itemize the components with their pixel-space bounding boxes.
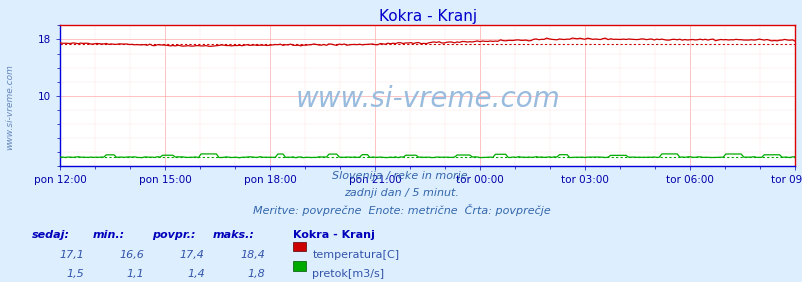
Text: 17,1: 17,1: [59, 250, 84, 259]
Text: 1,1: 1,1: [127, 269, 144, 279]
Text: Slovenija / reke in morje.: Slovenija / reke in morje.: [331, 171, 471, 180]
Text: maks.:: maks.:: [213, 230, 254, 240]
Text: 16,6: 16,6: [119, 250, 144, 259]
Text: 1,5: 1,5: [67, 269, 84, 279]
Text: www.si-vreme.com: www.si-vreme.com: [5, 64, 14, 150]
Text: Meritve: povprečne  Enote: metrične  Črta: povprečje: Meritve: povprečne Enote: metrične Črta:…: [253, 204, 549, 217]
Text: 18,4: 18,4: [240, 250, 265, 259]
Text: www.si-vreme.com: www.si-vreme.com: [295, 85, 559, 113]
Text: sedaj:: sedaj:: [32, 230, 70, 240]
Text: min.:: min.:: [92, 230, 124, 240]
Text: zadnji dan / 5 minut.: zadnji dan / 5 minut.: [343, 188, 459, 197]
Text: pretok[m3/s]: pretok[m3/s]: [312, 269, 384, 279]
Text: 1,4: 1,4: [187, 269, 205, 279]
Text: temperatura[C]: temperatura[C]: [312, 250, 399, 259]
Text: 1,8: 1,8: [247, 269, 265, 279]
Title: Kokra - Kranj: Kokra - Kranj: [378, 9, 476, 24]
Text: povpr.:: povpr.:: [152, 230, 196, 240]
Text: 17,4: 17,4: [180, 250, 205, 259]
Text: Kokra - Kranj: Kokra - Kranj: [293, 230, 375, 240]
